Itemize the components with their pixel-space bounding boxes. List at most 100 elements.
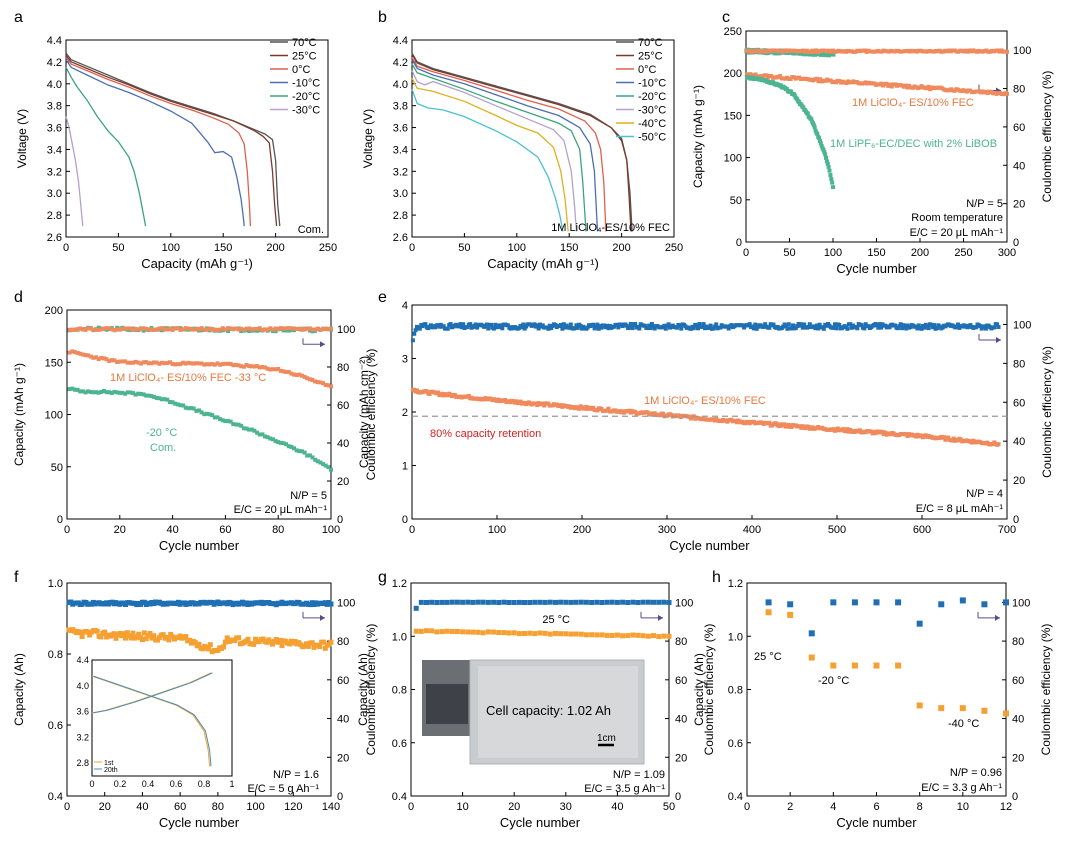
y-tick-label: 0.4	[48, 791, 63, 803]
y2-tick-label: 0	[675, 791, 681, 803]
ce-point	[691, 326, 696, 331]
ce-point	[916, 620, 923, 627]
x-tick-label: 400	[743, 524, 761, 536]
ce-point	[220, 326, 225, 331]
ce-point	[444, 599, 450, 605]
capacity-point	[228, 419, 233, 424]
ce-point	[708, 323, 713, 328]
capacity-point	[152, 360, 157, 365]
ce-point	[802, 322, 807, 327]
ce-point	[527, 600, 533, 605]
capacity-point	[480, 630, 486, 636]
series-line-0	[65, 52, 281, 227]
y-tick-label: 0	[736, 237, 742, 249]
annotation: N/P = 1.6	[273, 769, 319, 781]
capacity-point	[460, 629, 466, 635]
plot-frame	[746, 582, 1007, 797]
capacity-point	[946, 435, 951, 440]
ce-point	[418, 599, 424, 605]
annotation: N/P = 0.96	[950, 767, 1002, 779]
ce-point	[239, 326, 244, 331]
capacity-point	[454, 629, 460, 634]
ce-point	[429, 599, 435, 605]
y2-tick-label: 100	[675, 597, 693, 609]
capacity-point	[485, 629, 491, 635]
plot-frame	[66, 582, 332, 797]
ce-point	[849, 325, 854, 330]
capacity-point	[187, 637, 193, 643]
y-axis-label: Voltage (V)	[15, 109, 29, 168]
ce-point	[596, 326, 601, 331]
series-label: 1M LiPF₆-EC/DEC with 2% LiBOB	[830, 138, 997, 150]
capacity-point	[260, 432, 265, 437]
x-tick-label: 20	[114, 524, 126, 536]
ce-point	[321, 327, 326, 332]
capacity-point	[294, 448, 299, 453]
ce-point	[199, 326, 204, 331]
capacity-point	[102, 629, 108, 635]
capacity-point	[86, 353, 91, 358]
y-tick-label: 3.0	[393, 188, 408, 200]
ce-point	[904, 326, 909, 331]
panel-c: c0 50 100 150 200 250 300050100150200250020406…	[691, 9, 1054, 276]
ce-point	[630, 599, 636, 605]
capacity-point	[194, 408, 199, 413]
capacity-point	[323, 383, 328, 387]
series-label: 1M LiClO₄- ES/10% FEC	[644, 395, 766, 407]
capacity-point	[141, 630, 147, 636]
ce-point	[959, 597, 966, 604]
ce-point	[191, 327, 196, 332]
capacity-point	[107, 390, 112, 395]
ce-point	[922, 325, 927, 330]
arrow-head	[995, 614, 1000, 621]
capacity-point	[297, 449, 302, 454]
capacity-point	[154, 396, 159, 400]
ce-point	[821, 326, 826, 331]
capacity-point	[234, 422, 238, 427]
capacity-point	[651, 633, 656, 639]
x-tick-label: 80	[212, 801, 224, 813]
x-tick-label: 20	[508, 801, 520, 813]
capacity-point	[178, 403, 183, 408]
x-tick-label: 20	[99, 801, 111, 813]
capacity-point	[313, 379, 318, 384]
ce-point	[236, 327, 241, 332]
capacity-point	[120, 390, 125, 395]
capacity-point	[599, 632, 605, 638]
capacity-point	[173, 362, 178, 367]
ce-point	[753, 322, 758, 327]
y2-axis-label: Coulombic efficiency (%)	[1039, 624, 1053, 756]
ce-point	[516, 599, 522, 605]
capacity-point	[88, 354, 93, 359]
capacity-point	[883, 430, 888, 435]
inset-charge-curve	[93, 672, 213, 714]
capacity-point	[310, 378, 315, 382]
legend-entry: -40°C	[638, 118, 666, 130]
ce-point	[549, 326, 554, 331]
ce-point	[144, 326, 149, 331]
x-tick-label: 2	[787, 801, 793, 813]
ce-point	[270, 327, 275, 332]
capacity-point	[160, 632, 166, 638]
ce-point	[302, 327, 307, 332]
capacity-point	[821, 147, 826, 152]
ce-point	[930, 325, 935, 330]
capacity-point	[133, 359, 138, 364]
x-tick-label: 0	[743, 247, 749, 259]
annotation: E/C = 8 μL mAh⁻¹	[916, 503, 1004, 515]
capacity-point	[125, 360, 130, 365]
ce-point	[916, 323, 921, 328]
capacity-point	[276, 440, 281, 445]
ce-point	[457, 324, 461, 329]
ce-point	[265, 327, 270, 332]
x-tick-label: 250	[954, 247, 972, 259]
ce-point	[223, 327, 228, 332]
x-tick-label: 0	[744, 801, 750, 813]
ce-point	[992, 325, 997, 330]
y-tick-label: 3.2	[47, 166, 62, 178]
ce-point	[833, 322, 837, 327]
capacity-point	[202, 412, 207, 417]
ce-point	[226, 326, 230, 331]
capacity-point	[212, 415, 217, 420]
